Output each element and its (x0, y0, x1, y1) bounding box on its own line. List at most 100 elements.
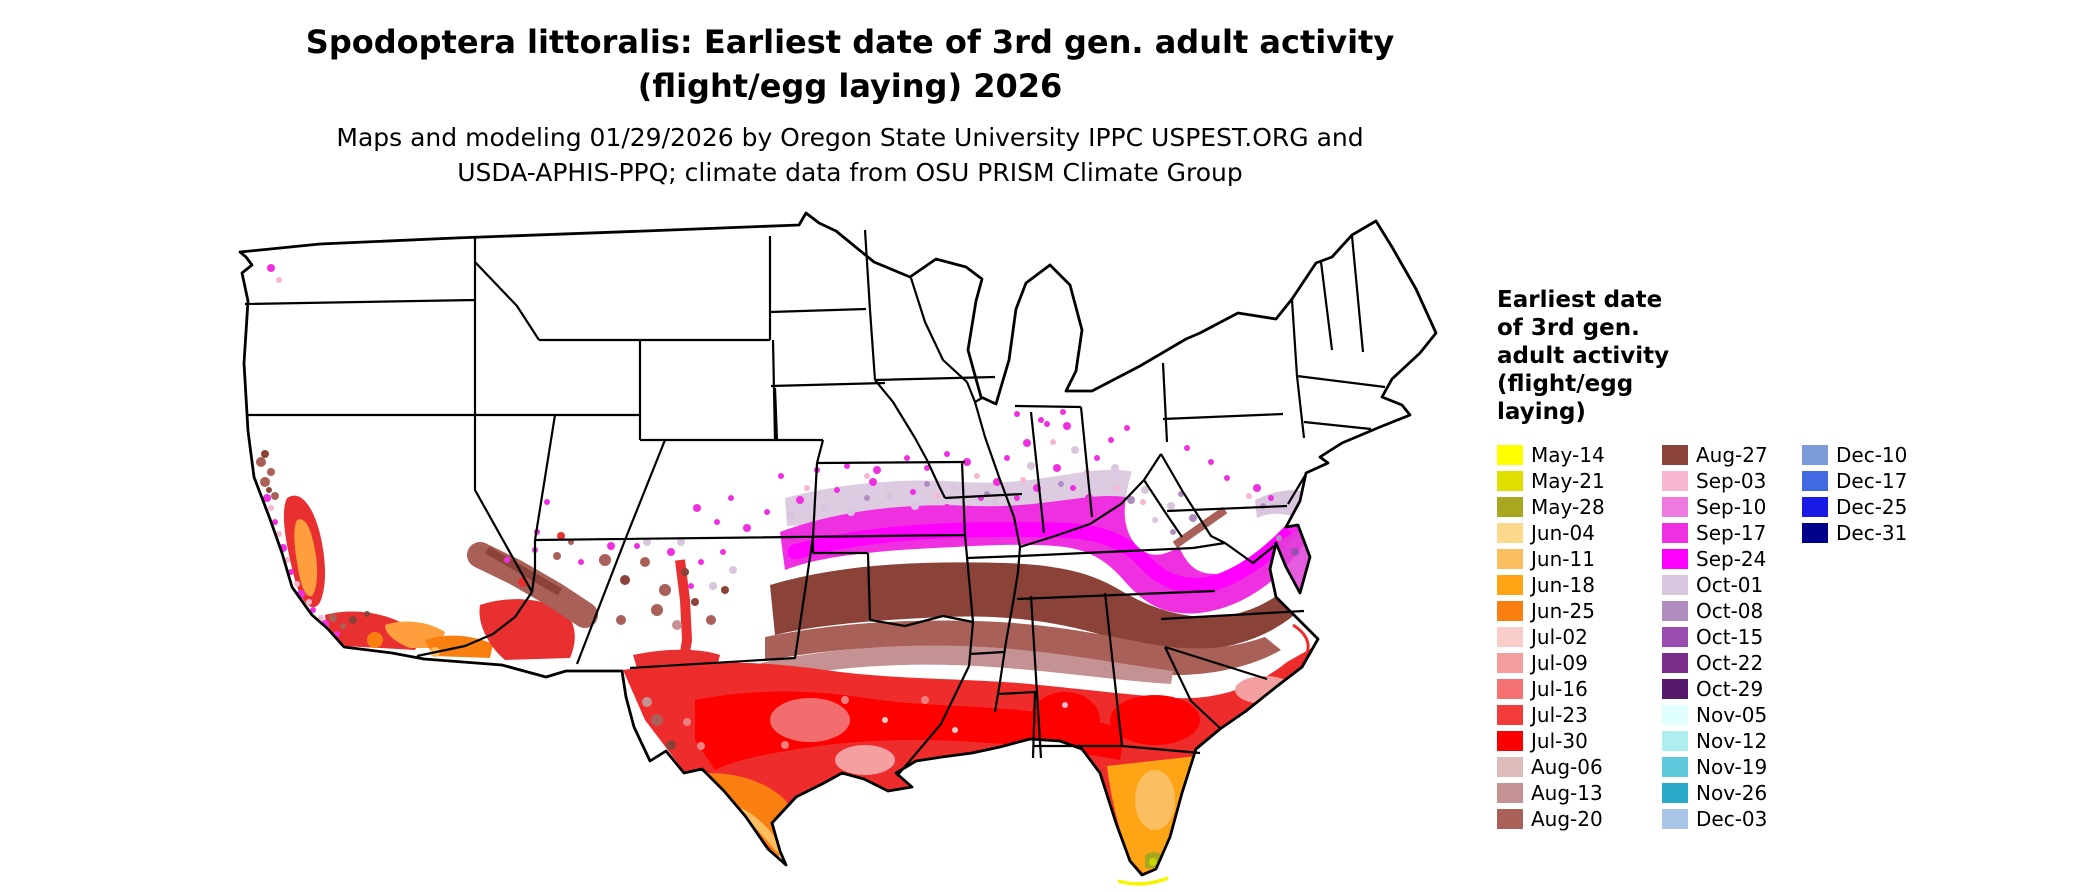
legend-label: Sep-10 (1696, 495, 1767, 519)
legend-column-1: May-14 May-21 May-28 Jun-04 Jun-11 Jun-18 Jun-… (1497, 442, 1662, 832)
legend: Earliest date of 3rd gen. adult activity… (1497, 286, 2057, 832)
legend-label: Jul-16 (1531, 677, 1588, 701)
legend-swatch (1662, 471, 1688, 491)
legend-entry: Oct-15 (1662, 624, 1802, 650)
legend-entry: Nov-19 (1662, 754, 1802, 780)
legend-label: Nov-12 (1696, 729, 1768, 753)
legend-entry: Oct-22 (1662, 650, 1802, 676)
legend-entry: Nov-05 (1662, 702, 1802, 728)
legend-swatch (1662, 809, 1688, 829)
legend-label: Dec-03 (1696, 807, 1768, 831)
legend-column-2: Aug-27 Sep-03 Sep-10 Sep-17 Sep-24 Oct-01 Oct-… (1662, 442, 1802, 832)
legend-label: Nov-19 (1696, 755, 1768, 779)
legend-entry: Jul-30 (1497, 728, 1662, 754)
legend-swatch (1497, 445, 1523, 465)
legend-entry: Aug-20 (1497, 806, 1662, 832)
legend-swatch (1662, 575, 1688, 595)
legend-swatch (1497, 679, 1523, 699)
legend-swatch (1662, 549, 1688, 569)
legend-label: Aug-13 (1531, 781, 1603, 805)
legend-entry: Jun-11 (1497, 546, 1662, 572)
legend-label: Jun-11 (1531, 547, 1595, 571)
legend-label: Dec-10 (1836, 443, 1908, 467)
legend-swatch (1802, 471, 1828, 491)
legend-swatch (1497, 601, 1523, 621)
legend-label: May-28 (1531, 495, 1605, 519)
legend-swatch (1497, 575, 1523, 595)
title-line-2: (flight/egg laying) 2026 (637, 67, 1063, 105)
us-map-svg (238, 211, 1438, 886)
legend-swatch (1497, 523, 1523, 543)
legend-swatch (1497, 653, 1523, 673)
legend-label: Oct-01 (1696, 573, 1764, 597)
legend-entry: Oct-01 (1662, 572, 1802, 598)
legend-entry: Jul-23 (1497, 702, 1662, 728)
legend-entry: Dec-25 (1802, 494, 1942, 520)
map-raster-data (240, 213, 1436, 875)
legend-label: Jul-23 (1531, 703, 1588, 727)
us-map (225, 200, 1455, 890)
legend-swatch (1497, 809, 1523, 829)
legend-swatch (1802, 445, 1828, 465)
us-outline (238, 211, 1438, 877)
legend-label: Dec-17 (1836, 469, 1908, 493)
legend-label: Aug-20 (1531, 807, 1603, 831)
legend-entry: Sep-10 (1662, 494, 1802, 520)
legend-entry: Oct-29 (1662, 676, 1802, 702)
legend-label: Aug-06 (1531, 755, 1603, 779)
legend-entry: Oct-08 (1662, 598, 1802, 624)
legend-swatch (1802, 523, 1828, 543)
title-line-1: Spodoptera littoralis: Earliest date of … (305, 23, 1395, 61)
legend-label: Oct-15 (1696, 625, 1764, 649)
legend-label: Sep-03 (1696, 469, 1767, 493)
legend-entry: Dec-10 (1802, 442, 1942, 468)
legend-label: Sep-17 (1696, 521, 1767, 545)
legend-entry: May-21 (1497, 468, 1662, 494)
legend-entry: Jun-04 (1497, 520, 1662, 546)
legend-label: Nov-05 (1696, 703, 1768, 727)
legend-swatch (1662, 757, 1688, 777)
legend-entry: Jun-25 (1497, 598, 1662, 624)
legend-entry: Jul-16 (1497, 676, 1662, 702)
legend-label: Jun-04 (1531, 521, 1595, 545)
legend-swatch (1662, 445, 1688, 465)
legend-swatch (1662, 653, 1688, 673)
legend-label: Oct-29 (1696, 677, 1764, 701)
legend-label: Oct-08 (1696, 599, 1764, 623)
legend-swatch (1497, 549, 1523, 569)
legend-entry: Aug-27 (1662, 442, 1802, 468)
legend-entry: Jun-18 (1497, 572, 1662, 598)
legend-label: Jun-25 (1531, 599, 1595, 623)
page-subtitle: Maps and modeling 01/29/2026 by Oregon S… (0, 120, 1700, 190)
legend-swatch (1662, 679, 1688, 699)
legend-label: Dec-25 (1836, 495, 1908, 519)
legend-entry: Jul-02 (1497, 624, 1662, 650)
legend-swatch (1662, 497, 1688, 517)
legend-swatch (1497, 731, 1523, 751)
legend-entry: Sep-03 (1662, 468, 1802, 494)
legend-columns: May-14 May-21 May-28 Jun-04 Jun-11 Jun-18 Jun-… (1497, 442, 2057, 832)
legend-entry: Aug-13 (1497, 780, 1662, 806)
legend-label: May-14 (1531, 443, 1605, 467)
legend-swatch (1662, 627, 1688, 647)
legend-swatch (1662, 705, 1688, 725)
legend-column-3: Dec-10 Dec-17 Dec-25 Dec-31 (1802, 442, 1942, 832)
legend-title: Earliest date of 3rd gen. adult activity… (1497, 287, 1670, 425)
legend-label: Jun-18 (1531, 573, 1595, 597)
legend-swatch (1497, 497, 1523, 517)
subtitle-line-2: USDA-APHIS-PPQ; climate data from OSU PR… (457, 158, 1243, 187)
legend-swatch (1497, 471, 1523, 491)
legend-entry: Nov-12 (1662, 728, 1802, 754)
legend-entry: Jul-09 (1497, 650, 1662, 676)
legend-label: Sep-24 (1696, 547, 1767, 571)
state-borders (244, 229, 1386, 777)
legend-label: Dec-31 (1836, 521, 1908, 545)
legend-label: Jul-02 (1531, 625, 1588, 649)
legend-entry: Dec-03 (1662, 806, 1802, 832)
legend-entry: Nov-26 (1662, 780, 1802, 806)
legend-entry: Dec-31 (1802, 520, 1942, 546)
legend-label: May-21 (1531, 469, 1605, 493)
subtitle-line-1: Maps and modeling 01/29/2026 by Oregon S… (336, 123, 1364, 152)
legend-swatch (1497, 783, 1523, 803)
